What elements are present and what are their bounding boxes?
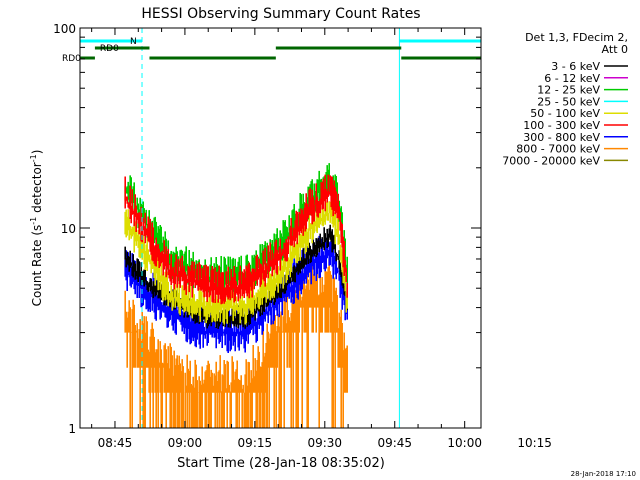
legend-label-8: 7000 - 20000 keV [502, 154, 600, 167]
saa-flag-label-1: RD0 [100, 44, 119, 54]
legend-label-3: 25 - 50 keV [537, 95, 600, 108]
axis-layer: 08:45 09:00 09:15 09:30 09:45 10:00 10:15 1 10 10… [53, 22, 552, 450]
legend-header-line-1: Det 1,3, FDecim 2, [525, 31, 628, 44]
y-axis-label: Count Rate (s-1 detector-1) [29, 150, 44, 307]
legend-label-1: 6 - 12 keV [544, 72, 600, 85]
legend-label-4: 50 - 100 keV [530, 107, 600, 120]
saa-flag-label-0: RD0 [62, 54, 81, 64]
y-tick-label-1: 10 [61, 222, 76, 236]
x-tick-label-0: 08:45 [98, 436, 133, 450]
legend-label-7: 800 - 7000 keV [516, 143, 600, 156]
legend-label-6: 300 - 800 keV [523, 131, 600, 144]
series-800-7000-kev [124, 259, 348, 428]
x-tick-label-1: 09:00 [168, 436, 203, 450]
y-tick-label-0: 1 [68, 422, 76, 436]
legend-label-0: 3 - 6 keV [551, 60, 600, 73]
legend-label-2: 12 - 25 keV [537, 84, 600, 97]
x-tick-label-6: 10:15 [517, 436, 552, 450]
x-axis-label: Start Time (28-Jan-18 08:35:02) [177, 456, 385, 471]
chart-title: HESSI Observing Summary Count Rates [141, 6, 420, 22]
legend-header-line-2: Att 0 [602, 43, 628, 56]
y-tick-label-2: 100 [53, 22, 76, 36]
footer-date: 28-Jan-2018 17:10 [571, 470, 636, 478]
data-layer [124, 163, 348, 428]
x-tick-label-2: 09:15 [238, 436, 273, 450]
series-100-300-kev [124, 174, 348, 305]
x-tick-label-3: 09:30 [307, 436, 342, 450]
x-tick-label-5: 10:00 [447, 436, 482, 450]
x-tick-label-4: 09:45 [377, 436, 412, 450]
night-flag-label-0: N [130, 37, 137, 47]
series-300-800-kev [124, 235, 348, 353]
legend-label-5: 100 - 300 keV [523, 119, 600, 132]
